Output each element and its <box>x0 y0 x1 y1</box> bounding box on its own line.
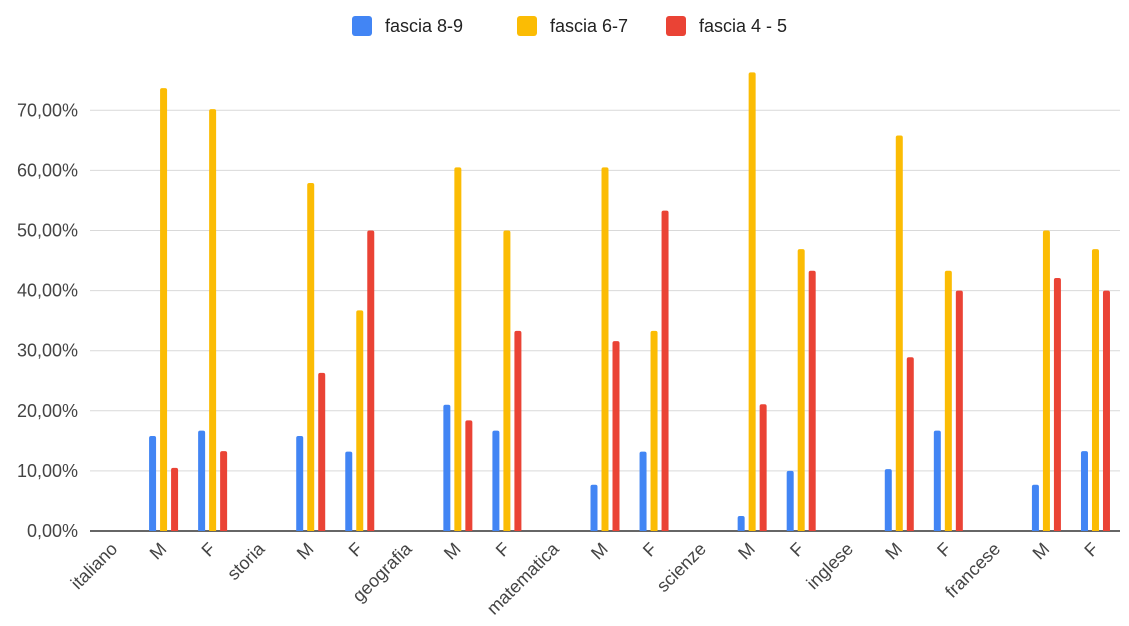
y-tick-label: 30,00% <box>17 341 78 361</box>
bar-fascia4-5-13 <box>759 404 767 531</box>
x-tick-label: M <box>146 539 171 564</box>
bar-fascia6-7-17 <box>944 270 952 531</box>
bar-fascia4-5-20 <box>1102 290 1110 531</box>
bar-fascia6-7-16 <box>895 135 903 532</box>
x-tick-label: italiano <box>67 539 121 593</box>
bar-fascia8-9-5 <box>345 451 353 531</box>
y-tick-label: 60,00% <box>17 160 78 180</box>
bars <box>149 72 1110 532</box>
x-tick-label: F <box>639 539 661 561</box>
y-tick-label: 40,00% <box>17 281 78 301</box>
bar-fascia6-7-8 <box>503 230 511 531</box>
bar-fascia4-5-1 <box>171 467 179 531</box>
x-tick-label: M <box>587 539 612 564</box>
bar-fascia4-5-2 <box>220 451 228 531</box>
x-tick-label: M <box>1029 539 1054 564</box>
legend-label: fascia 6-7 <box>550 16 628 36</box>
x-tick-label: M <box>881 539 906 564</box>
bar-fascia8-9-14 <box>786 470 794 531</box>
bar-fascia8-9-8 <box>492 430 500 531</box>
y-tick-label: 70,00% <box>17 100 78 120</box>
x-tick-label: F <box>345 539 367 561</box>
bar-fascia4-5-14 <box>808 270 816 531</box>
x-tick-label: M <box>293 539 318 564</box>
y-tick-label: 10,00% <box>17 461 78 481</box>
bar-fascia6-7-14 <box>797 249 805 532</box>
x-tick-label: F <box>933 539 955 561</box>
y-tick-label: 20,00% <box>17 401 78 421</box>
bar-fascia4-5-7 <box>465 420 473 531</box>
bar-fascia6-7-2 <box>209 109 217 532</box>
bar-fascia8-9-7 <box>443 404 451 531</box>
bar-fascia4-5-19 <box>1053 277 1061 531</box>
x-tick-label: storia <box>223 538 269 584</box>
bar-fascia4-5-5 <box>367 230 375 531</box>
x-tick-label: F <box>492 539 514 561</box>
legend-swatch <box>517 16 537 36</box>
bar-fascia6-7-11 <box>650 330 658 531</box>
bar-fascia8-9-17 <box>933 430 941 531</box>
x-tick-label: M <box>440 539 465 564</box>
x-tick-label: M <box>734 539 759 564</box>
legend-swatch <box>666 16 686 36</box>
bar-fascia6-7-19 <box>1042 230 1050 531</box>
bar-fascia6-7-7 <box>454 167 462 531</box>
bar-fascia8-9-16 <box>884 469 892 531</box>
legend: fascia 8-9 fascia 6-7 fascia 4 - 5 <box>352 16 787 36</box>
y-tick-label: 50,00% <box>17 221 78 241</box>
bar-fascia4-5-8 <box>514 330 522 531</box>
bar-fascia6-7-4 <box>307 183 315 531</box>
bar-fascia8-9-13 <box>737 515 745 531</box>
bar-fascia4-5-11 <box>661 210 669 532</box>
bar-fascia8-9-19 <box>1031 484 1039 531</box>
bar-fascia8-9-4 <box>296 436 304 531</box>
legend-label: fascia 8-9 <box>385 16 463 36</box>
x-tick-label: F <box>1080 539 1102 561</box>
bar-fascia6-7-10 <box>601 167 609 531</box>
legend-swatch <box>352 16 372 36</box>
bar-fascia8-9-2 <box>198 430 206 531</box>
x-tick-label: F <box>786 539 808 561</box>
bar-fascia4-5-16 <box>906 357 914 531</box>
bar-fascia6-7-1 <box>160 88 168 532</box>
y-tick-label: 0,00% <box>27 521 78 541</box>
bar-fascia8-9-10 <box>590 484 598 531</box>
bar-fascia6-7-13 <box>748 72 756 531</box>
bar-fascia6-7-5 <box>356 310 364 531</box>
x-tick-label: F <box>198 539 220 561</box>
bar-fascia8-9-1 <box>149 436 157 531</box>
legend-label: fascia 4 - 5 <box>699 16 787 36</box>
bar-fascia4-5-17 <box>955 290 963 531</box>
bar-fascia6-7-20 <box>1091 249 1099 532</box>
y-axis: 0,00% 10,00% 20,00% 30,00% 40,00% 50,00% 60,00… <box>17 100 78 541</box>
bar-fascia4-5-4 <box>318 372 326 531</box>
bar-fascia4-5-10 <box>612 341 620 531</box>
bar-fascia8-9-20 <box>1080 451 1088 531</box>
x-tick-label: scienze <box>653 539 710 596</box>
bar-fascia8-9-11 <box>639 451 647 531</box>
x-tick-label: francese <box>941 539 1004 602</box>
x-tick-label: inglese <box>803 539 857 593</box>
